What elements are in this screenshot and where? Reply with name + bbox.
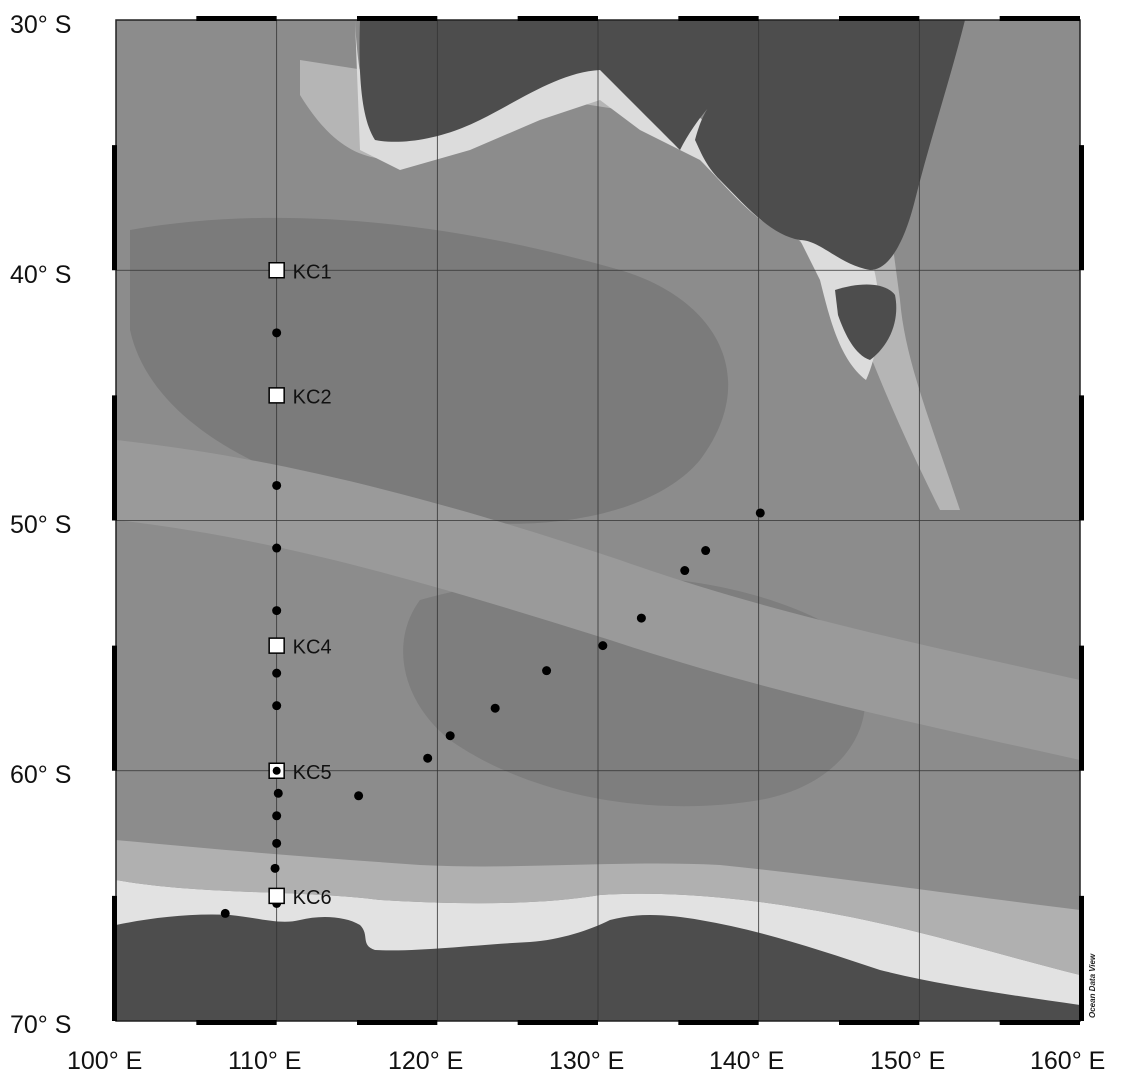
sampling-point bbox=[445, 731, 455, 741]
lat-label: 30° S bbox=[10, 11, 71, 39]
longitude-labels: 100° E 110° E 120° E 130° E 140° E 150° … bbox=[67, 1047, 1105, 1075]
border-bar bbox=[1079, 395, 1084, 521]
sampling-point bbox=[680, 566, 690, 576]
tasmania-land bbox=[835, 284, 897, 360]
ocean-data-view-credit: Ocean Data View bbox=[1088, 953, 1097, 1018]
station-marker bbox=[268, 387, 285, 404]
sampling-point bbox=[598, 641, 608, 651]
border-bar bbox=[1079, 895, 1084, 1021]
border-bar bbox=[112, 395, 117, 521]
lat-label: 40° S bbox=[10, 261, 71, 289]
border-bar bbox=[112, 145, 117, 271]
sampling-point bbox=[490, 703, 500, 713]
border-bar bbox=[999, 1020, 1080, 1025]
sampling-point bbox=[272, 543, 282, 553]
sampling-point bbox=[354, 791, 364, 801]
sampling-point bbox=[272, 668, 282, 678]
sampling-point bbox=[272, 701, 282, 711]
lon-label: 150° E bbox=[870, 1047, 945, 1075]
station-label: KC6 bbox=[293, 887, 332, 909]
station-marker bbox=[268, 637, 285, 654]
border-bar bbox=[678, 16, 759, 21]
border-bar bbox=[1079, 645, 1084, 771]
latitude-labels: 30° S 40° S 50° S 60° S 70° S bbox=[10, 11, 71, 1039]
border-bar bbox=[839, 16, 920, 21]
lon-label: 160° E bbox=[1030, 1047, 1105, 1075]
sampling-point bbox=[636, 613, 646, 623]
sampling-point bbox=[272, 766, 281, 775]
border-bar bbox=[196, 16, 277, 21]
sampling-point bbox=[273, 788, 283, 798]
lat-label: 60° S bbox=[10, 761, 71, 789]
border-bar bbox=[1079, 145, 1084, 271]
lon-label: 110° E bbox=[228, 1047, 301, 1075]
map-border-bars bbox=[112, 16, 1084, 1025]
border-bar bbox=[196, 1020, 277, 1025]
sampling-point bbox=[755, 508, 765, 518]
border-bar bbox=[517, 1020, 598, 1025]
border-bar bbox=[999, 16, 1080, 21]
lon-label: 130° E bbox=[549, 1047, 624, 1075]
station-label: KC1 bbox=[293, 261, 332, 283]
border-bar bbox=[112, 645, 117, 771]
border-bar bbox=[517, 16, 598, 21]
deep-basin bbox=[130, 217, 729, 524]
sampling-point bbox=[272, 811, 282, 821]
lat-label: 70° S bbox=[10, 1011, 71, 1039]
sampling-point bbox=[272, 606, 282, 616]
sampling-point bbox=[542, 666, 552, 676]
station-label: KC2 bbox=[293, 386, 332, 408]
shelf-shallow bbox=[355, 20, 880, 380]
sampling-point bbox=[272, 480, 282, 490]
station-label: KC5 bbox=[293, 762, 332, 784]
sampling-point bbox=[272, 838, 282, 848]
sampling-point bbox=[270, 863, 280, 873]
sampling-point bbox=[272, 328, 282, 338]
sampling-point bbox=[423, 753, 433, 763]
stations: KC1 KC2 KC4 KC5 KC6 bbox=[268, 261, 332, 909]
border-bar bbox=[357, 16, 438, 21]
border-bar bbox=[357, 1020, 438, 1025]
lon-label: 140° E bbox=[709, 1047, 784, 1075]
border-bar bbox=[839, 1020, 920, 1025]
lon-label: 120° E bbox=[388, 1047, 463, 1075]
lon-label: 100° E bbox=[67, 1047, 142, 1075]
sampling-point bbox=[220, 908, 230, 918]
border-bar bbox=[112, 895, 117, 1021]
station-label: KC4 bbox=[293, 637, 332, 659]
australia-land bbox=[359, 20, 966, 270]
station-marker bbox=[268, 262, 285, 279]
sampling-point bbox=[701, 546, 711, 556]
border-bar bbox=[678, 1020, 759, 1025]
lat-label: 50° S bbox=[10, 511, 71, 539]
station-marker bbox=[268, 887, 285, 905]
antarctic-slope bbox=[116, 840, 1080, 975]
